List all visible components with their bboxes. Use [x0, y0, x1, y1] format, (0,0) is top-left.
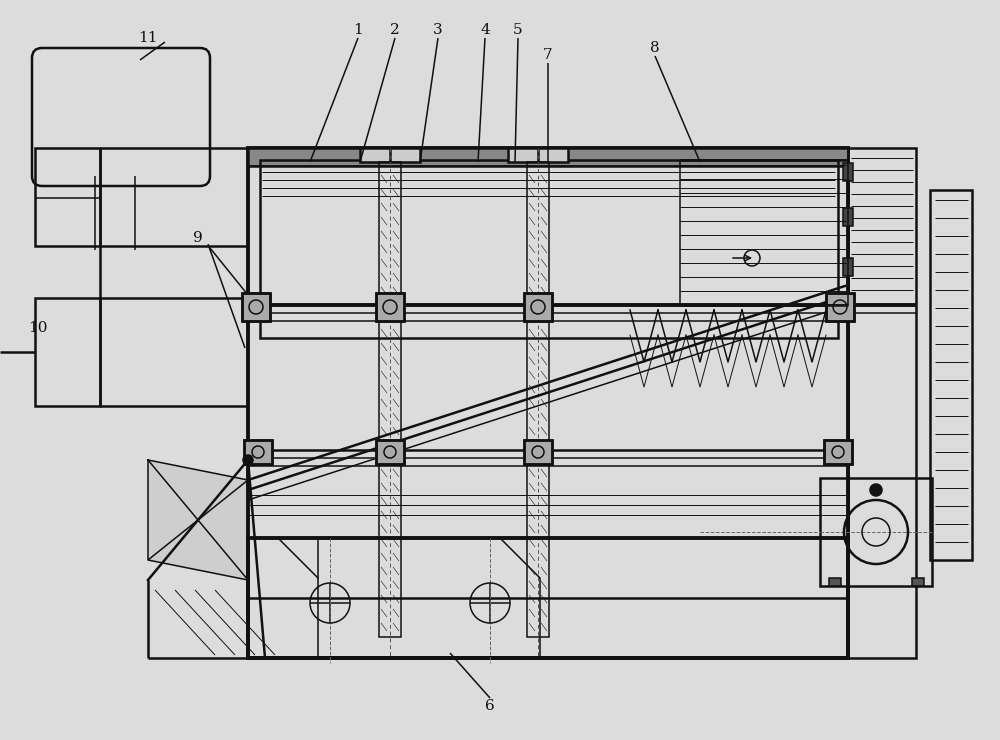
Bar: [524, 293, 552, 321]
Text: 4: 4: [480, 23, 490, 37]
Text: 8: 8: [650, 41, 660, 55]
Text: 5: 5: [513, 23, 523, 37]
Bar: [524, 293, 552, 321]
Bar: [843, 258, 853, 276]
Text: 7: 7: [543, 48, 553, 62]
Bar: [242, 293, 270, 321]
Bar: [829, 578, 841, 586]
Bar: [524, 440, 552, 464]
Bar: [527, 162, 549, 637]
Bar: [35, 298, 100, 406]
Polygon shape: [148, 460, 248, 580]
Bar: [848, 148, 916, 658]
Text: 3: 3: [433, 23, 443, 37]
Bar: [912, 578, 924, 586]
Bar: [524, 440, 552, 464]
Bar: [843, 163, 853, 181]
Bar: [843, 208, 853, 226]
Bar: [360, 148, 420, 162]
Circle shape: [243, 455, 253, 465]
Bar: [820, 478, 932, 586]
Bar: [242, 293, 270, 321]
Text: 1: 1: [353, 23, 363, 37]
Bar: [376, 440, 404, 464]
Text: 10: 10: [28, 321, 48, 335]
Bar: [244, 440, 272, 464]
Bar: [376, 440, 404, 464]
Bar: [824, 440, 852, 464]
Text: 6: 6: [485, 699, 495, 713]
Bar: [376, 293, 404, 321]
Bar: [248, 538, 848, 658]
Bar: [379, 162, 401, 637]
Bar: [248, 148, 848, 658]
Bar: [244, 440, 272, 464]
Bar: [248, 148, 848, 166]
Text: 11: 11: [138, 31, 158, 45]
Bar: [35, 148, 100, 246]
Bar: [826, 293, 854, 321]
Bar: [930, 190, 972, 560]
Bar: [680, 160, 848, 305]
Text: 2: 2: [390, 23, 400, 37]
Bar: [824, 440, 852, 464]
Text: 9: 9: [193, 231, 203, 245]
Bar: [248, 148, 848, 166]
Circle shape: [870, 484, 882, 496]
Bar: [508, 148, 568, 162]
Bar: [260, 160, 838, 338]
Bar: [826, 293, 854, 321]
Bar: [376, 293, 404, 321]
